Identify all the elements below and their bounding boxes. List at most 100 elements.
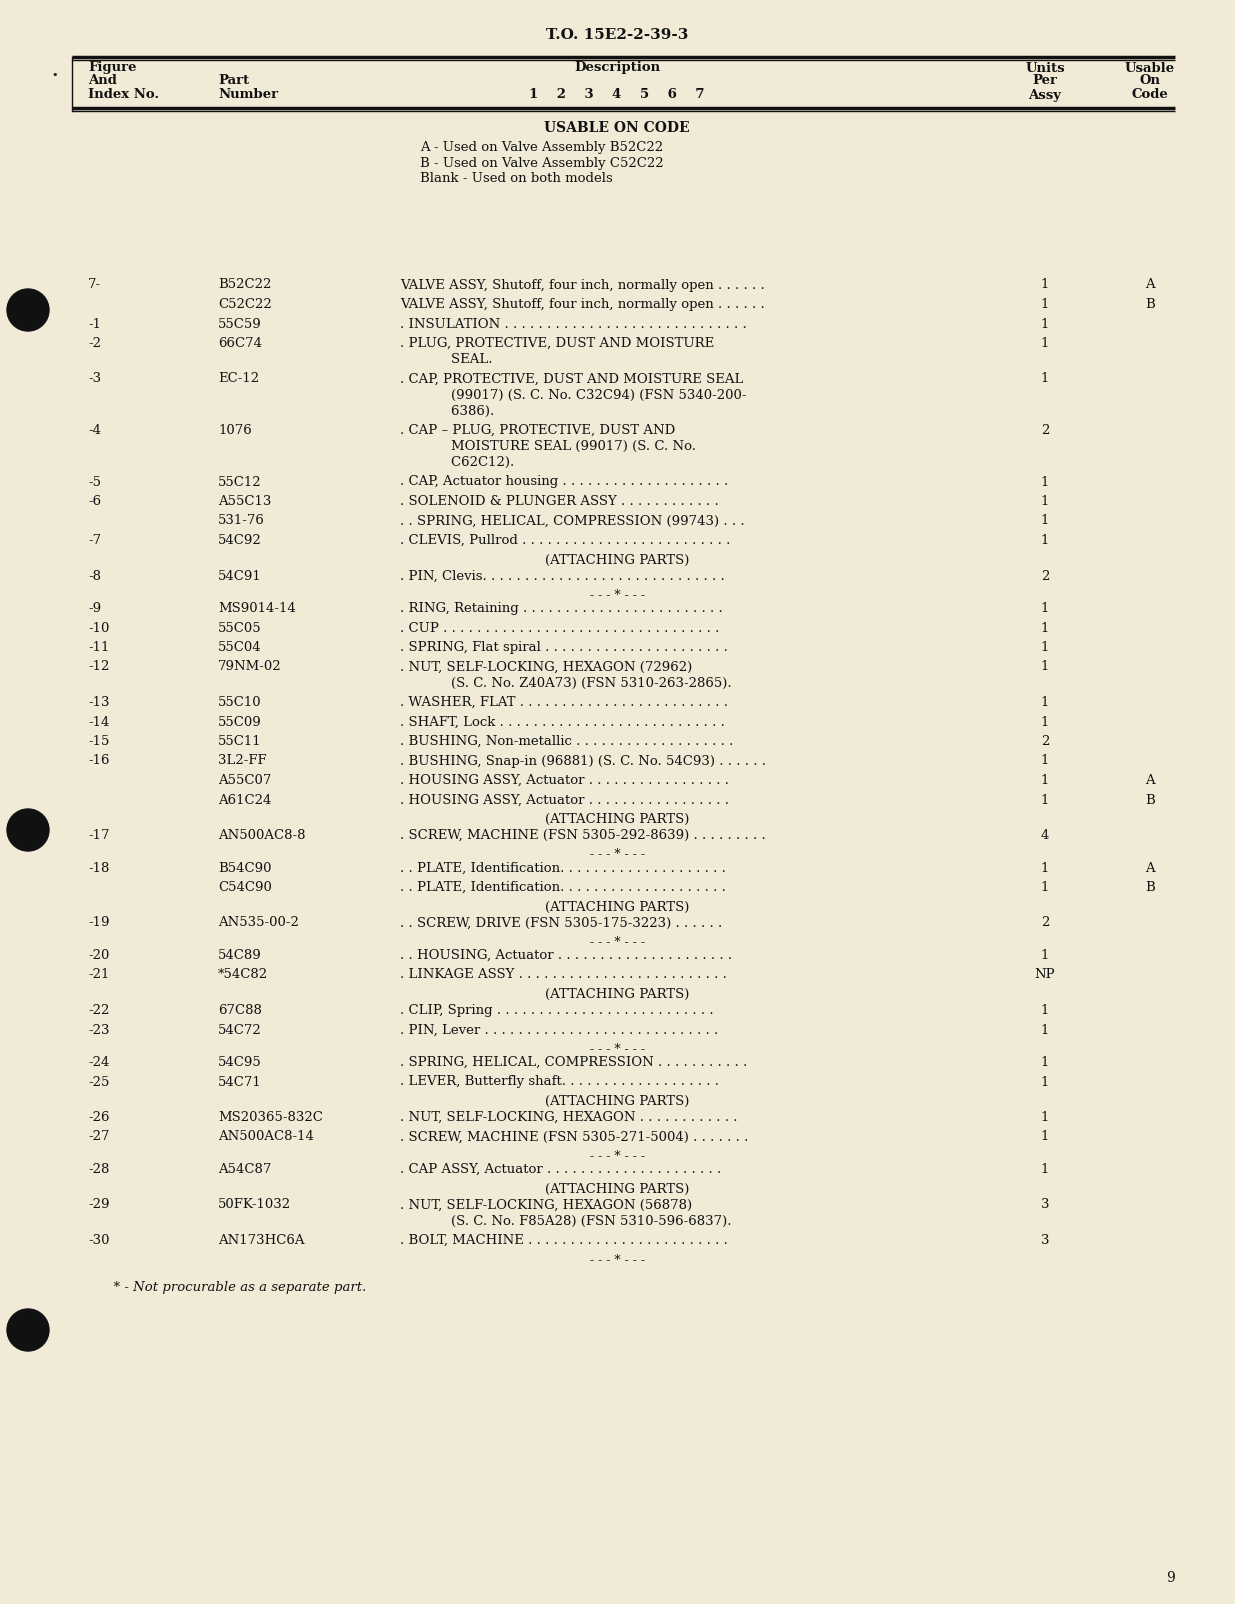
Text: . NUT, SELF-LOCKING, HEXAGON . . . . . . . . . . . .: . NUT, SELF-LOCKING, HEXAGON . . . . . .… — [400, 1112, 737, 1124]
Text: . PIN, Clevis. . . . . . . . . . . . . . . . . . . . . . . . . . . . .: . PIN, Clevis. . . . . . . . . . . . . .… — [400, 569, 725, 582]
Text: -20: -20 — [88, 950, 110, 962]
Text: -7: -7 — [88, 534, 101, 547]
Text: AN500AC8-8: AN500AC8-8 — [219, 829, 305, 842]
Text: 1: 1 — [1041, 881, 1050, 893]
Text: 55C59: 55C59 — [219, 318, 262, 330]
Text: 1: 1 — [1041, 475, 1050, 489]
Text: B52C22: B52C22 — [219, 279, 272, 292]
Text: 1: 1 — [1041, 1076, 1050, 1089]
Text: . SHAFT, Lock . . . . . . . . . . . . . . . . . . . . . . . . . . .: . SHAFT, Lock . . . . . . . . . . . . . … — [400, 715, 725, 728]
Text: 1: 1 — [1041, 1131, 1050, 1144]
Text: 1: 1 — [1041, 1055, 1050, 1068]
Text: -27: -27 — [88, 1131, 110, 1144]
Text: . BUSHING, Snap-in (96881) (S. C. No. 54C93) . . . . . .: . BUSHING, Snap-in (96881) (S. C. No. 54… — [400, 754, 766, 767]
Text: AN535-00-2: AN535-00-2 — [219, 916, 299, 929]
Text: -9: -9 — [88, 602, 101, 614]
Text: 54C95: 54C95 — [219, 1055, 262, 1068]
Text: . . SPRING, HELICAL, COMPRESSION (99743) . . .: . . SPRING, HELICAL, COMPRESSION (99743)… — [400, 515, 745, 528]
Circle shape — [7, 1309, 49, 1351]
Text: . SPRING, HELICAL, COMPRESSION . . . . . . . . . . .: . SPRING, HELICAL, COMPRESSION . . . . .… — [400, 1055, 747, 1068]
Text: . SCREW, MACHINE (FSN 5305-271-5004) . . . . . . .: . SCREW, MACHINE (FSN 5305-271-5004) . .… — [400, 1131, 748, 1144]
Text: . CUP . . . . . . . . . . . . . . . . . . . . . . . . . . . . . . . . .: . CUP . . . . . . . . . . . . . . . . . … — [400, 621, 719, 635]
Text: . RING, Retaining . . . . . . . . . . . . . . . . . . . . . . . .: . RING, Retaining . . . . . . . . . . . … — [400, 602, 722, 614]
Text: C52C22: C52C22 — [219, 298, 272, 311]
Text: 1: 1 — [1041, 1004, 1050, 1017]
Text: B: B — [1145, 881, 1155, 893]
Text: . CAP – PLUG, PROTECTIVE, DUST AND: . CAP – PLUG, PROTECTIVE, DUST AND — [400, 423, 676, 436]
Text: 1: 1 — [1041, 279, 1050, 292]
Text: 3: 3 — [1041, 1198, 1050, 1211]
Text: -5: -5 — [88, 475, 101, 489]
Text: 531-76: 531-76 — [219, 515, 264, 528]
Text: 1: 1 — [1041, 298, 1050, 311]
Text: -14: -14 — [88, 715, 110, 728]
Text: Index No.: Index No. — [88, 88, 159, 101]
Text: (ATTACHING PARTS): (ATTACHING PARTS) — [545, 900, 689, 914]
Text: A: A — [1145, 279, 1155, 292]
Text: . . HOUSING, Actuator . . . . . . . . . . . . . . . . . . . . .: . . HOUSING, Actuator . . . . . . . . . … — [400, 950, 732, 962]
Text: Per: Per — [1032, 74, 1057, 88]
Text: 54C72: 54C72 — [219, 1023, 262, 1036]
Text: C62C12).: C62C12). — [400, 456, 514, 468]
Text: 1: 1 — [1041, 642, 1050, 654]
Text: -21: -21 — [88, 969, 110, 982]
Text: B: B — [1145, 794, 1155, 807]
Text: -12: -12 — [88, 661, 110, 674]
Text: 1: 1 — [1041, 696, 1050, 709]
Text: 1: 1 — [1041, 950, 1050, 962]
Text: A61C24: A61C24 — [219, 794, 272, 807]
Circle shape — [7, 289, 49, 330]
Text: 1    2    3    4    5    6    7: 1 2 3 4 5 6 7 — [530, 88, 705, 101]
Text: . CAP ASSY, Actuator . . . . . . . . . . . . . . . . . . . . .: . CAP ASSY, Actuator . . . . . . . . . .… — [400, 1163, 721, 1176]
Text: 54C71: 54C71 — [219, 1076, 262, 1089]
Text: AN173HC6A: AN173HC6A — [219, 1233, 305, 1246]
Text: 1076: 1076 — [219, 423, 252, 436]
Text: (S. C. No. Z40A73) (FSN 5310-263-2865).: (S. C. No. Z40A73) (FSN 5310-263-2865). — [400, 677, 731, 690]
Text: 54C89: 54C89 — [219, 950, 262, 962]
Text: . . PLATE, Identification. . . . . . . . . . . . . . . . . . . .: . . PLATE, Identification. . . . . . . .… — [400, 881, 726, 893]
Text: *54C82: *54C82 — [219, 969, 268, 982]
Text: * - Not procurable as a separate part.: * - Not procurable as a separate part. — [105, 1280, 367, 1293]
Text: On: On — [1140, 74, 1161, 88]
Text: B54C90: B54C90 — [219, 861, 272, 874]
Text: VALVE ASSY, Shutoff, four inch, normally open . . . . . .: VALVE ASSY, Shutoff, four inch, normally… — [400, 279, 764, 292]
Text: -13: -13 — [88, 696, 110, 709]
Text: 1: 1 — [1041, 794, 1050, 807]
Text: 55C09: 55C09 — [219, 715, 262, 728]
Text: (ATTACHING PARTS): (ATTACHING PARTS) — [545, 813, 689, 826]
Text: •: • — [52, 71, 58, 80]
Text: 55C12: 55C12 — [219, 475, 262, 489]
Text: -28: -28 — [88, 1163, 110, 1176]
Text: 1: 1 — [1041, 1023, 1050, 1036]
Text: -3: -3 — [88, 372, 101, 385]
Text: 55C05: 55C05 — [219, 621, 262, 635]
Text: (S. C. No. F85A28) (FSN 5310-596-6837).: (S. C. No. F85A28) (FSN 5310-596-6837). — [400, 1214, 731, 1227]
Text: 1: 1 — [1041, 754, 1050, 767]
Text: . SCREW, MACHINE (FSN 5305-292-8639) . . . . . . . . .: . SCREW, MACHINE (FSN 5305-292-8639) . .… — [400, 829, 766, 842]
Text: 1: 1 — [1041, 861, 1050, 874]
Text: 3: 3 — [1041, 1233, 1050, 1246]
Text: Usable: Usable — [1125, 61, 1174, 74]
Text: -24: -24 — [88, 1055, 110, 1068]
Text: 2: 2 — [1041, 916, 1050, 929]
Text: 1: 1 — [1041, 1112, 1050, 1124]
Text: . CAP, PROTECTIVE, DUST AND MOISTURE SEAL: . CAP, PROTECTIVE, DUST AND MOISTURE SEA… — [400, 372, 743, 385]
Text: A54C87: A54C87 — [219, 1163, 272, 1176]
Text: . LINKAGE ASSY . . . . . . . . . . . . . . . . . . . . . . . . .: . LINKAGE ASSY . . . . . . . . . . . . .… — [400, 969, 727, 982]
Text: 2: 2 — [1041, 569, 1050, 582]
Text: - - - * - - -: - - - * - - - — [589, 937, 645, 950]
Text: -17: -17 — [88, 829, 110, 842]
Text: -22: -22 — [88, 1004, 110, 1017]
Text: . BOLT, MACHINE . . . . . . . . . . . . . . . . . . . . . . . .: . BOLT, MACHINE . . . . . . . . . . . . … — [400, 1233, 727, 1246]
Text: 55C04: 55C04 — [219, 642, 262, 654]
Text: -25: -25 — [88, 1076, 110, 1089]
Text: MS20365-832C: MS20365-832C — [219, 1112, 322, 1124]
Text: . CLIP, Spring . . . . . . . . . . . . . . . . . . . . . . . . . .: . CLIP, Spring . . . . . . . . . . . . .… — [400, 1004, 714, 1017]
Text: VALVE ASSY, Shutoff, four inch, normally open . . . . . .: VALVE ASSY, Shutoff, four inch, normally… — [400, 298, 764, 311]
Text: T.O. 15E2-2-39-3: T.O. 15E2-2-39-3 — [546, 27, 688, 42]
Text: 1: 1 — [1041, 496, 1050, 508]
Text: . CAP, Actuator housing . . . . . . . . . . . . . . . . . . . .: . CAP, Actuator housing . . . . . . . . … — [400, 475, 729, 489]
Text: 67C88: 67C88 — [219, 1004, 262, 1017]
Text: -26: -26 — [88, 1112, 110, 1124]
Text: A - Used on Valve Assembly B52C22: A - Used on Valve Assembly B52C22 — [420, 141, 663, 154]
